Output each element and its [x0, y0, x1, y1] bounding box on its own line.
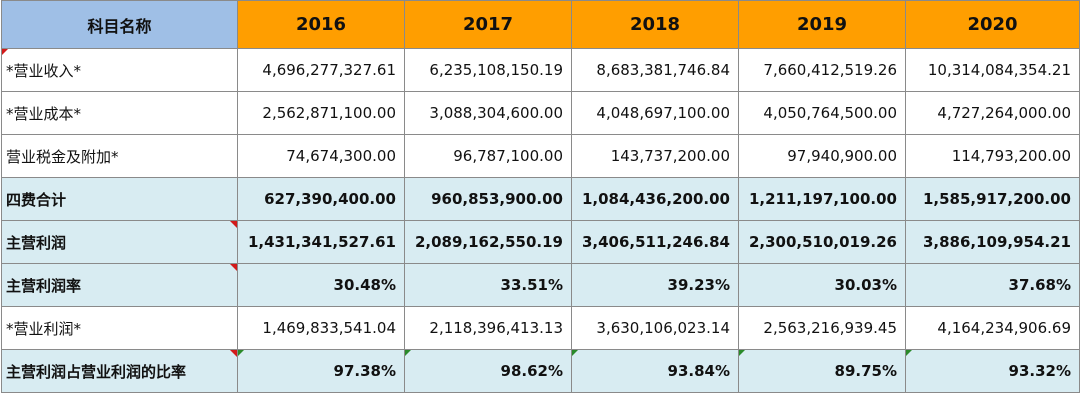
header-row: 科目名称 2016 2017 2018 2019 2020	[1, 0, 1080, 49]
value-cell[interactable]: 3,886,109,954.21	[905, 220, 1080, 264]
value-cell[interactable]: 97.38%	[237, 349, 405, 393]
value-cell[interactable]: 143,737,200.00	[571, 134, 739, 178]
value-cell[interactable]: 37.68%	[905, 263, 1080, 307]
year-header-cell[interactable]: 2018	[571, 0, 739, 49]
value-cell[interactable]: 33.51%	[404, 263, 572, 307]
row-label-cell[interactable]: 主营利润	[1, 220, 238, 264]
table-row: *营业收入* 4,696,277,327.61 6,235,108,150.19…	[1, 48, 1080, 92]
row-label-cell[interactable]: *营业利润*	[1, 306, 238, 350]
value-cell[interactable]: 39.23%	[571, 263, 739, 307]
value-cell[interactable]: 97,940,900.00	[738, 134, 906, 178]
value-cell[interactable]: 4,050,764,500.00	[738, 91, 906, 135]
value-cell[interactable]: 3,630,106,023.14	[571, 306, 739, 350]
value-cell[interactable]: 7,660,412,519.26	[738, 48, 906, 92]
row-label-cell[interactable]: 四费合计	[1, 177, 238, 221]
value-cell[interactable]: 30.03%	[738, 263, 906, 307]
value-cell[interactable]: 6,235,108,150.19	[404, 48, 572, 92]
value-cell[interactable]: 1,585,917,200.00	[905, 177, 1080, 221]
row-label-cell[interactable]: 主营利润占营业利润的比率	[1, 349, 238, 393]
table-row: 主营利润占营业利润的比率 97.38% 98.62% 93.84% 89.75%…	[1, 349, 1080, 393]
value-cell[interactable]: 2,118,396,413.13	[404, 306, 572, 350]
table-row: *营业利润* 1,469,833,541.04 2,118,396,413.13…	[1, 306, 1080, 350]
year-header-cell[interactable]: 2019	[738, 0, 906, 49]
year-header-cell[interactable]: 2016	[237, 0, 405, 49]
value-cell[interactable]: 4,048,697,100.00	[571, 91, 739, 135]
row-label-cell[interactable]: *营业收入*	[1, 48, 238, 92]
value-cell[interactable]: 8,683,381,746.84	[571, 48, 739, 92]
value-cell[interactable]: 114,793,200.00	[905, 134, 1080, 178]
value-cell[interactable]: 1,431,341,527.61	[237, 220, 405, 264]
value-cell[interactable]: 1,469,833,541.04	[237, 306, 405, 350]
financial-table: 科目名称 2016 2017 2018 2019 2020 *营业收入* 4,6…	[1, 0, 1080, 393]
value-cell[interactable]: 30.48%	[237, 263, 405, 307]
value-cell[interactable]: 960,853,900.00	[404, 177, 572, 221]
value-cell[interactable]: 89.75%	[738, 349, 906, 393]
value-cell[interactable]: 1,211,197,100.00	[738, 177, 906, 221]
table-row: 主营利润率 30.48% 33.51% 39.23% 30.03% 37.68%	[1, 263, 1080, 307]
value-cell[interactable]: 4,164,234,906.69	[905, 306, 1080, 350]
value-cell[interactable]: 2,562,871,100.00	[237, 91, 405, 135]
table-row: 四费合计 627,390,400.00 960,853,900.00 1,084…	[1, 177, 1080, 221]
value-cell[interactable]: 2,089,162,550.19	[404, 220, 572, 264]
value-cell[interactable]: 2,300,510,019.26	[738, 220, 906, 264]
table-row: 主营利润 1,431,341,527.61 2,089,162,550.19 3…	[1, 220, 1080, 264]
value-cell[interactable]: 1,084,436,200.00	[571, 177, 739, 221]
value-cell[interactable]: 2,563,216,939.45	[738, 306, 906, 350]
value-cell[interactable]: 4,727,264,000.00	[905, 91, 1080, 135]
year-header-cell[interactable]: 2017	[404, 0, 572, 49]
value-cell[interactable]: 3,406,511,246.84	[571, 220, 739, 264]
value-cell[interactable]: 10,314,084,354.21	[905, 48, 1080, 92]
value-cell[interactable]: 3,088,304,600.00	[404, 91, 572, 135]
row-label-cell[interactable]: *营业成本*	[1, 91, 238, 135]
spreadsheet: 科目名称 2016 2017 2018 2019 2020 *营业收入* 4,6…	[1, 0, 1080, 393]
value-cell[interactable]: 98.62%	[404, 349, 572, 393]
table-row: 营业税金及附加* 74,674,300.00 96,787,100.00 143…	[1, 134, 1080, 178]
value-cell[interactable]: 93.84%	[571, 349, 739, 393]
value-cell[interactable]: 96,787,100.00	[404, 134, 572, 178]
value-cell[interactable]: 74,674,300.00	[237, 134, 405, 178]
value-cell[interactable]: 4,696,277,327.61	[237, 48, 405, 92]
value-cell[interactable]: 93.32%	[905, 349, 1080, 393]
row-label-cell[interactable]: 主营利润率	[1, 263, 238, 307]
name-header-cell[interactable]: 科目名称	[1, 0, 238, 49]
table-row: *营业成本* 2,562,871,100.00 3,088,304,600.00…	[1, 91, 1080, 135]
value-cell[interactable]: 627,390,400.00	[237, 177, 405, 221]
row-label-cell[interactable]: 营业税金及附加*	[1, 134, 238, 178]
year-header-cell[interactable]: 2020	[905, 0, 1080, 49]
